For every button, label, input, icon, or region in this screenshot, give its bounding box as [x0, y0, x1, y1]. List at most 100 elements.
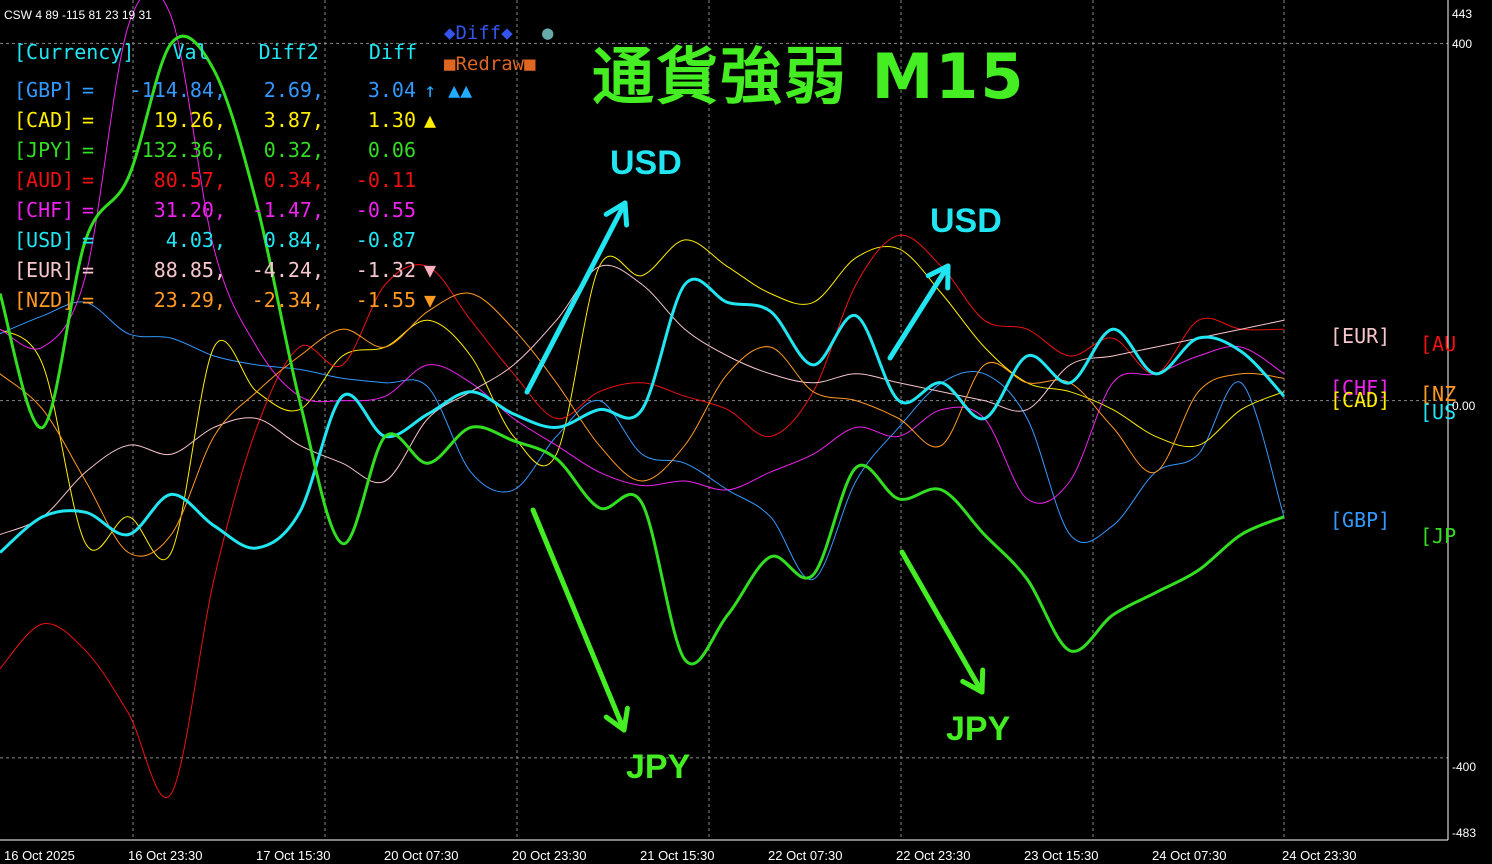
- end-label-nzd: [NZ: [1420, 382, 1457, 406]
- x-tick-label: 23 Oct 15:30: [1024, 848, 1099, 863]
- currency-row: [JPY] = -132.36, 0.32, 0.06: [14, 138, 484, 162]
- currency-val: 4.03,: [165, 228, 226, 252]
- x-tick-label: 22 Oct 07:30: [768, 848, 843, 863]
- currency-diff2: 0.84,: [263, 228, 324, 252]
- x-tick-label: 16 Oct 2025: [4, 848, 75, 863]
- currency-row: [EUR] = 88.85, -4.24, -1.32 ▼: [14, 258, 484, 282]
- series-line-usd: [0, 277, 1286, 554]
- currency-diff2: 3.87,: [263, 108, 324, 132]
- x-tick-label: 22 Oct 23:30: [896, 848, 971, 863]
- currency-diff: 3.04: [367, 78, 416, 102]
- currency-code: [CAD]: [14, 108, 75, 132]
- currency-diff: -0.87: [355, 228, 416, 252]
- x-tick-label: 16 Oct 23:30: [128, 848, 203, 863]
- series-line-aud: [0, 234, 1285, 798]
- annotation-usd-2: USD: [930, 202, 1002, 240]
- currency-diff2: 0.32,: [263, 138, 324, 162]
- currency-row: [AUD] = 80.57, 0.34, -0.11: [14, 168, 484, 192]
- currency-val: 23.29,: [153, 288, 226, 312]
- arrow-usd-1: [524, 200, 630, 395]
- annotation-usd-1: USD: [610, 144, 682, 182]
- currency-val: 80.57,: [153, 168, 226, 192]
- currency-diff: 1.30: [367, 108, 416, 132]
- currency-code: [AUD]: [14, 168, 75, 192]
- currency-row: [CHF] = 31.20, -1.47, -0.55: [14, 198, 484, 222]
- currency-diff: 0.06: [367, 138, 416, 162]
- series-line-chf: [0, 0, 1285, 504]
- redraw-button[interactable]: ■Redraw■: [444, 53, 536, 75]
- currency-diff: -1.55: [355, 288, 416, 312]
- indicator-title: CSW 4 89 -115 81 23 19 31: [4, 8, 152, 22]
- x-tick-label: 24 Oct 07:30: [1152, 848, 1227, 863]
- x-tick-label: 20 Oct 07:30: [384, 848, 459, 863]
- currency-diff2: -1.47,: [251, 198, 324, 222]
- currency-diff2: -4.24,: [251, 258, 324, 282]
- header-val: Val: [172, 40, 209, 64]
- y-tick-label: 443: [1452, 7, 1473, 21]
- eq-sign: =: [82, 168, 95, 192]
- currency-row: [CAD] = 19.26, 3.87, 1.30 ▲: [14, 108, 484, 132]
- y-tick-label: 0.00: [1452, 399, 1476, 413]
- currency-row: [NZD] = 23.29, -2.34, -1.55 ▼: [14, 288, 484, 312]
- currency-val: 88.85,: [153, 258, 226, 282]
- annotation-arrows: [524, 200, 986, 733]
- trend-indicator: ↑ ▲▲: [424, 78, 473, 102]
- end-label-aud: [AU: [1420, 332, 1457, 356]
- eq-sign: =: [82, 78, 95, 102]
- arrow-jpy-2: [899, 549, 986, 695]
- header-diff2: Diff2: [258, 40, 319, 64]
- currency-code: [CHF]: [14, 198, 75, 222]
- annotation-jpy-1: JPY: [626, 748, 691, 786]
- eq-sign: =: [82, 228, 95, 252]
- y-tick-label: -483: [1452, 826, 1477, 840]
- eq-sign: =: [82, 108, 95, 132]
- header-diff: Diff: [368, 40, 418, 64]
- end-label-usd: [US: [1420, 400, 1457, 424]
- end-label-cad: [CAD]: [1330, 388, 1391, 412]
- currency-diff2: 0.34,: [263, 168, 324, 192]
- x-tick-label: 21 Oct 15:30: [640, 848, 715, 863]
- arrow-usd-2: [887, 263, 951, 361]
- header-currency: [Currency]: [14, 40, 135, 64]
- series-line-nzd: [0, 292, 1285, 557]
- x-tick-label: 20 Oct 23:30: [512, 848, 587, 863]
- table-header: [Currency] Val Diff2 Diff: [14, 40, 417, 64]
- trend-indicator: ▲: [424, 108, 437, 132]
- eq-sign: =: [82, 198, 95, 222]
- series-line-cad: [0, 239, 1285, 561]
- x-tick-label: 24 Oct 23:30: [1282, 848, 1357, 863]
- diff-dot-button[interactable]: ●: [542, 22, 554, 44]
- eq-sign: =: [82, 288, 95, 312]
- eq-sign: =: [82, 258, 95, 282]
- currency-val: -132.36,: [129, 138, 226, 162]
- series-line-jpy: [0, 34, 1285, 666]
- currency-diff2: -2.34,: [251, 288, 324, 312]
- currency-val: -114.84,: [129, 78, 226, 102]
- currency-diff2: 2.69,: [263, 78, 324, 102]
- end-label-chf: [CHF]: [1330, 376, 1391, 400]
- currency-val: 31.20,: [153, 198, 226, 222]
- series-lines: [0, 0, 1286, 798]
- eq-sign: =: [82, 138, 95, 162]
- currency-diff: -0.55: [355, 198, 416, 222]
- currency-code: [GBP]: [14, 78, 75, 102]
- currency-code: [USD]: [14, 228, 75, 252]
- series-line-gbp: [0, 301, 1285, 580]
- end-label-jpy: [JP: [1420, 524, 1457, 548]
- y-tick-label: 400: [1452, 37, 1473, 51]
- x-tick-label: 17 Oct 15:30: [256, 848, 331, 863]
- y-tick-label: -400: [1452, 760, 1477, 774]
- trend-indicator: ▼: [424, 288, 437, 312]
- end-label-eur: [EUR]: [1330, 324, 1391, 348]
- end-label-gbp: [GBP]: [1330, 508, 1391, 532]
- currency-row: [USD] = 4.03, 0.84, -0.87: [14, 228, 484, 252]
- currency-diff: -1.32: [355, 258, 416, 282]
- trend-indicator: ▼: [424, 258, 437, 282]
- series-line-eur: [0, 264, 1285, 536]
- currency-row: [GBP] = -114.84, 2.69, 3.04 ↑ ▲▲: [14, 78, 484, 102]
- arrow-jpy-1: [530, 507, 630, 733]
- chart-title: 通貨強弱 M15: [592, 40, 1026, 113]
- diff-button[interactable]: ◆Diff◆: [444, 22, 513, 44]
- currency-code: [JPY]: [14, 138, 75, 162]
